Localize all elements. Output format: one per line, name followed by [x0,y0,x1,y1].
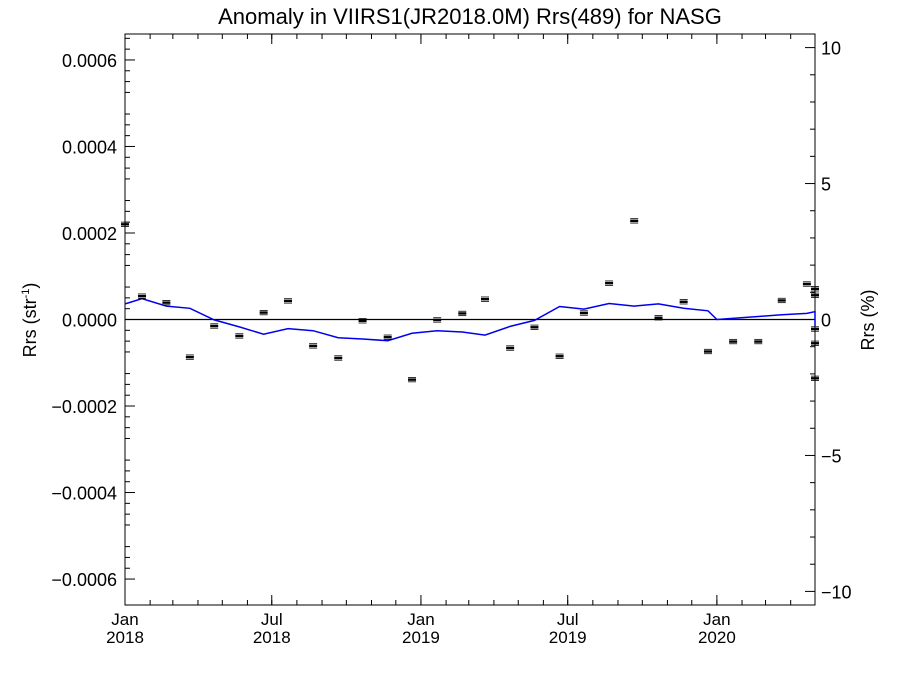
data-point-marker [811,287,819,290]
data-point [433,317,442,323]
data-point-marker [408,378,417,381]
y-left-tick-label: 0.0006 [62,51,117,71]
chart-title: Anomaly in VIIRS1(JR2018.0M) Rrs(489) fo… [218,4,722,29]
y-left-tick-label: −0.0004 [51,484,117,504]
data-point [138,293,147,299]
data-point-marker [811,342,819,345]
x-tick-year-label: 2020 [698,628,736,647]
y-right-tick-label: −5 [821,446,842,466]
data-point [811,375,819,381]
data-point-marker [358,319,367,322]
data-point [811,326,819,332]
data-point-marker [334,356,343,360]
data-point [309,343,318,349]
y-right-tick-label: 10 [821,39,841,59]
data-point [703,348,712,355]
x-tick-year-label: 2018 [106,628,144,647]
x-tick-month-label: Jul [261,610,283,629]
data-point-marker [235,334,244,338]
data-point-marker [811,377,819,380]
data-point-marker [162,301,171,304]
x-tick-month-label: Jan [111,610,138,629]
y-right-tick-label: 0 [821,311,831,331]
data-point [605,280,614,286]
data-point [811,286,819,292]
y-left-tick-label: 0.0004 [62,137,117,157]
data-point [481,296,489,302]
data-point-marker [138,294,147,298]
data-point-marker [555,355,564,358]
data-point-marker [433,318,442,322]
data-point [458,310,467,317]
data-point [506,345,515,351]
data-point [283,298,292,304]
x-tick-month-label: Jul [557,610,579,629]
data-point-marker [185,355,194,359]
data-point-marker [481,297,489,301]
data-point [555,353,564,359]
data-point [121,221,129,227]
data-point [235,333,244,339]
x-tick-year-label: 2019 [549,628,587,647]
data-point-marker [811,294,819,297]
y-left-tick-label: 0.0000 [62,311,117,331]
data-point [259,309,268,316]
data-point [579,310,588,316]
y-axis-right-label: Rrs (%) [858,290,878,351]
data-point [408,377,417,383]
x-tick-month-label: Jan [703,610,730,629]
data-point-marker [802,282,811,286]
data-point-marker [506,346,515,350]
x-tick-month-label: Jan [407,610,434,629]
data-point [802,281,811,287]
data-point-marker [777,299,786,302]
data-point [334,355,343,361]
data-point [654,315,663,321]
data-point-marker [605,281,614,285]
y-left-tick-label: 0.0002 [62,224,117,244]
data-point [530,324,539,330]
data-point-marker [630,219,639,223]
data-point-marker [703,350,712,353]
x-tick-year-label: 2019 [402,628,440,647]
y-left-tick-label: −0.0002 [51,397,117,417]
y-axis-left-label: Rrs (str-1) [20,283,40,358]
data-point [729,338,738,345]
data-point-marker [283,299,292,303]
data-point-marker [729,340,738,343]
data-point-marker [121,223,129,226]
data-point [679,299,688,305]
data-point [630,218,639,224]
data-point [754,338,763,345]
data-point-marker [309,344,318,348]
data-point [210,323,219,329]
y-right-tick-label: 5 [821,175,831,195]
data-point [777,297,786,304]
y-left-tick-label: −0.0006 [51,570,117,590]
data-point-marker [383,336,392,339]
data-point-marker [811,327,819,331]
data-point-marker [458,312,467,315]
tick-labels: 0.0006 0.0004 0.0002 0.0000 −0.0002 −0.0004 −0… [51,39,851,647]
data-point-marker [754,340,763,343]
data-point-marker [579,311,588,315]
data-point-marker [259,311,268,314]
data-point [811,340,819,346]
data-point [811,292,819,298]
data-point-marker [679,300,688,303]
data-point [162,300,171,306]
data-point-marker [654,316,663,319]
data-point [358,318,367,324]
data-points [121,218,819,383]
data-point [383,334,392,340]
y-right-tick-label: −10 [821,582,852,602]
x-tick-year-label: 2018 [253,628,291,647]
data-point [185,354,194,360]
data-point-marker [530,326,539,329]
smooth-line [124,297,816,342]
data-point-marker [210,324,219,328]
